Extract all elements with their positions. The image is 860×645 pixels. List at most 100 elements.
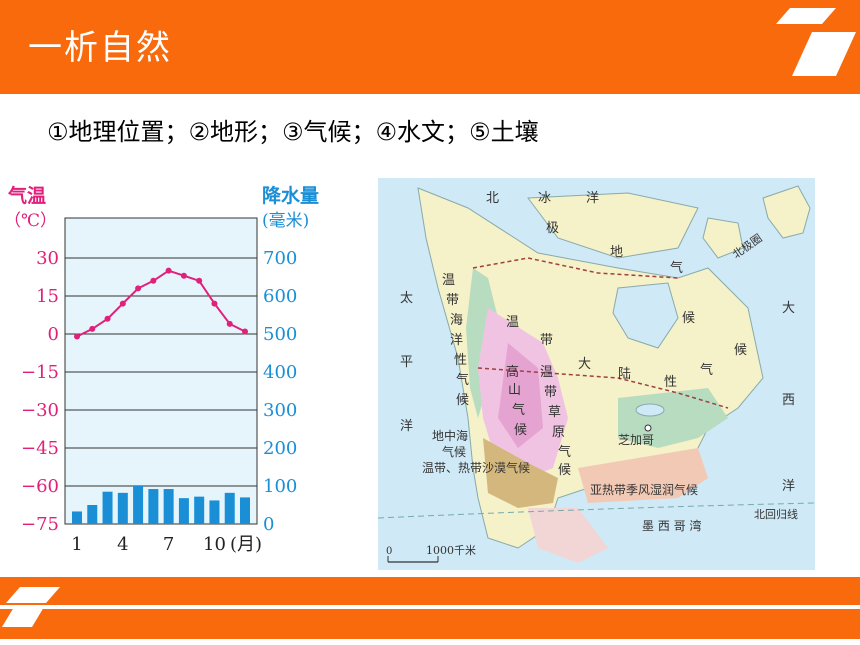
precip-bar [224,492,235,524]
label-highland-4: 候 [514,423,527,438]
label-continental-6: 气 [700,362,713,378]
greenland-shape [762,185,811,239]
maritime-zone [466,268,498,418]
precip-bar [102,491,113,524]
precip-tick-label: 700 [263,248,297,269]
precip-tick-label: 300 [263,400,297,421]
north-america-climate-map: 北 冰 洋 太 平 洋 大 西 洋 极 地 气 候 温 带 海 洋 性 气 候 … [378,178,815,570]
temp-axis-title: 气温 [7,184,46,207]
hudson-bay [612,282,679,349]
x-axis-unit: (月) [230,534,262,555]
label-tropic: 北回归线 [754,507,798,521]
label-maritime-3: 海 [450,313,463,328]
label-desert: 温带、热带沙漠气候 [422,460,530,475]
temp-tick-label: −15 [21,362,59,383]
arctic-islands-shape [527,192,699,259]
precip-tick-label: 600 [263,286,297,307]
label-atlantic-1: 大 [782,301,795,316]
page-title: 一析自然 [28,28,172,68]
precip-tick-label: 400 [263,362,297,383]
label-pacific-3: 洋 [400,419,413,434]
label-pacific-2: 平 [400,355,413,370]
plot-area [64,217,258,525]
temp-polyline [76,269,246,338]
temp-point [89,325,96,332]
temp-line [74,267,248,340]
temp-tick-label: −60 [21,476,59,497]
label-polar-4: 候 [682,311,695,326]
x-tick-label: 4 [117,534,128,555]
precip-bar [133,486,144,524]
precip-axis-ticks: 700 600 500 400 300 200 100 0 [263,248,297,535]
precip-bar [148,489,159,524]
label-subtropical: 亚热带季风湿润气候 [590,482,698,497]
subtropical-zone [578,448,708,503]
label-north-ice-2: 冰 [538,191,551,206]
temp-axis-ticks: 30 15 0 −15 −30 −45 −60 −75 [21,248,59,535]
temp-tick-label: 30 [36,248,59,269]
precip-bar [209,500,220,524]
us-canada-border [477,367,729,409]
temp-point [119,300,126,307]
label-maritime-2: 带 [446,293,459,308]
label-grassland-5: 气 [558,444,571,460]
temp-tick-label: −45 [21,438,59,459]
temp-point [74,333,80,340]
label-highland-1: 高 [506,364,519,380]
label-grassland-4: 原 [552,425,565,440]
x-tick-label: 10 [203,534,226,555]
label-grassland-3: 草 [548,405,561,420]
label-grassland-2: 带 [544,385,557,400]
label-polar-2: 地 [610,245,623,260]
label-continental-3: 大 [578,357,591,372]
precip-bar [178,498,189,524]
label-polar-3: 气 [670,260,683,276]
temp-point [165,267,172,274]
label-maritime-4: 洋 [450,333,463,348]
scale-zero: 0 [386,546,392,557]
label-continental-4: 陆 [618,366,631,382]
label-highland-3: 气 [512,402,525,418]
scale-label: 1000千米 [426,544,476,557]
highland-inner [498,343,543,448]
footer-bar [0,577,860,639]
precip-bar [240,497,250,524]
great-lakes [635,403,665,417]
precip-bar [194,496,205,524]
label-continental-5: 性 [664,375,677,390]
label-continental-7: 候 [734,343,747,358]
label-north-ice-1: 北 [486,191,499,206]
label-mediterranean-1: 地中海 [432,428,468,443]
precip-bars [72,486,250,524]
label-polar-1: 极 [546,221,559,236]
label-north-ice-3: 洋 [586,191,599,206]
precip-tick-label: 500 [263,324,297,345]
label-mediterranean-2: 气候 [442,444,466,459]
continental-zone [618,388,728,448]
label-highland-2: 山 [508,383,521,398]
label-maritime-5: 性 [454,353,467,368]
precip-bar [87,505,98,524]
mexico-zone [528,508,608,563]
temp-point [196,277,203,284]
precip-tick-label: 0 [263,514,274,535]
label-grassland-1: 温 [540,365,553,380]
desert-zone [483,438,558,508]
temp-tick-label: −30 [21,400,59,421]
header-bar: 一析自然 [0,0,860,94]
temp-axis-unit: （℃） [4,211,57,231]
temp-point [104,315,111,322]
label-maritime-6: 气 [456,372,469,388]
chicago-marker [644,424,652,432]
temp-point [150,277,157,284]
parallelogram-decoration-icon [776,8,856,76]
label-atlantic-3: 洋 [782,479,795,494]
temp-tick-label: −75 [21,514,59,535]
precip-tick-label: 100 [263,476,297,497]
label-gulf: 墨 西 哥 湾 [642,518,701,533]
precip-axis-unit: (毫米) [262,211,309,231]
temp-point [211,300,218,307]
label-pacific-1: 太 [400,291,413,306]
border-line [472,257,679,279]
temp-point [135,285,142,292]
